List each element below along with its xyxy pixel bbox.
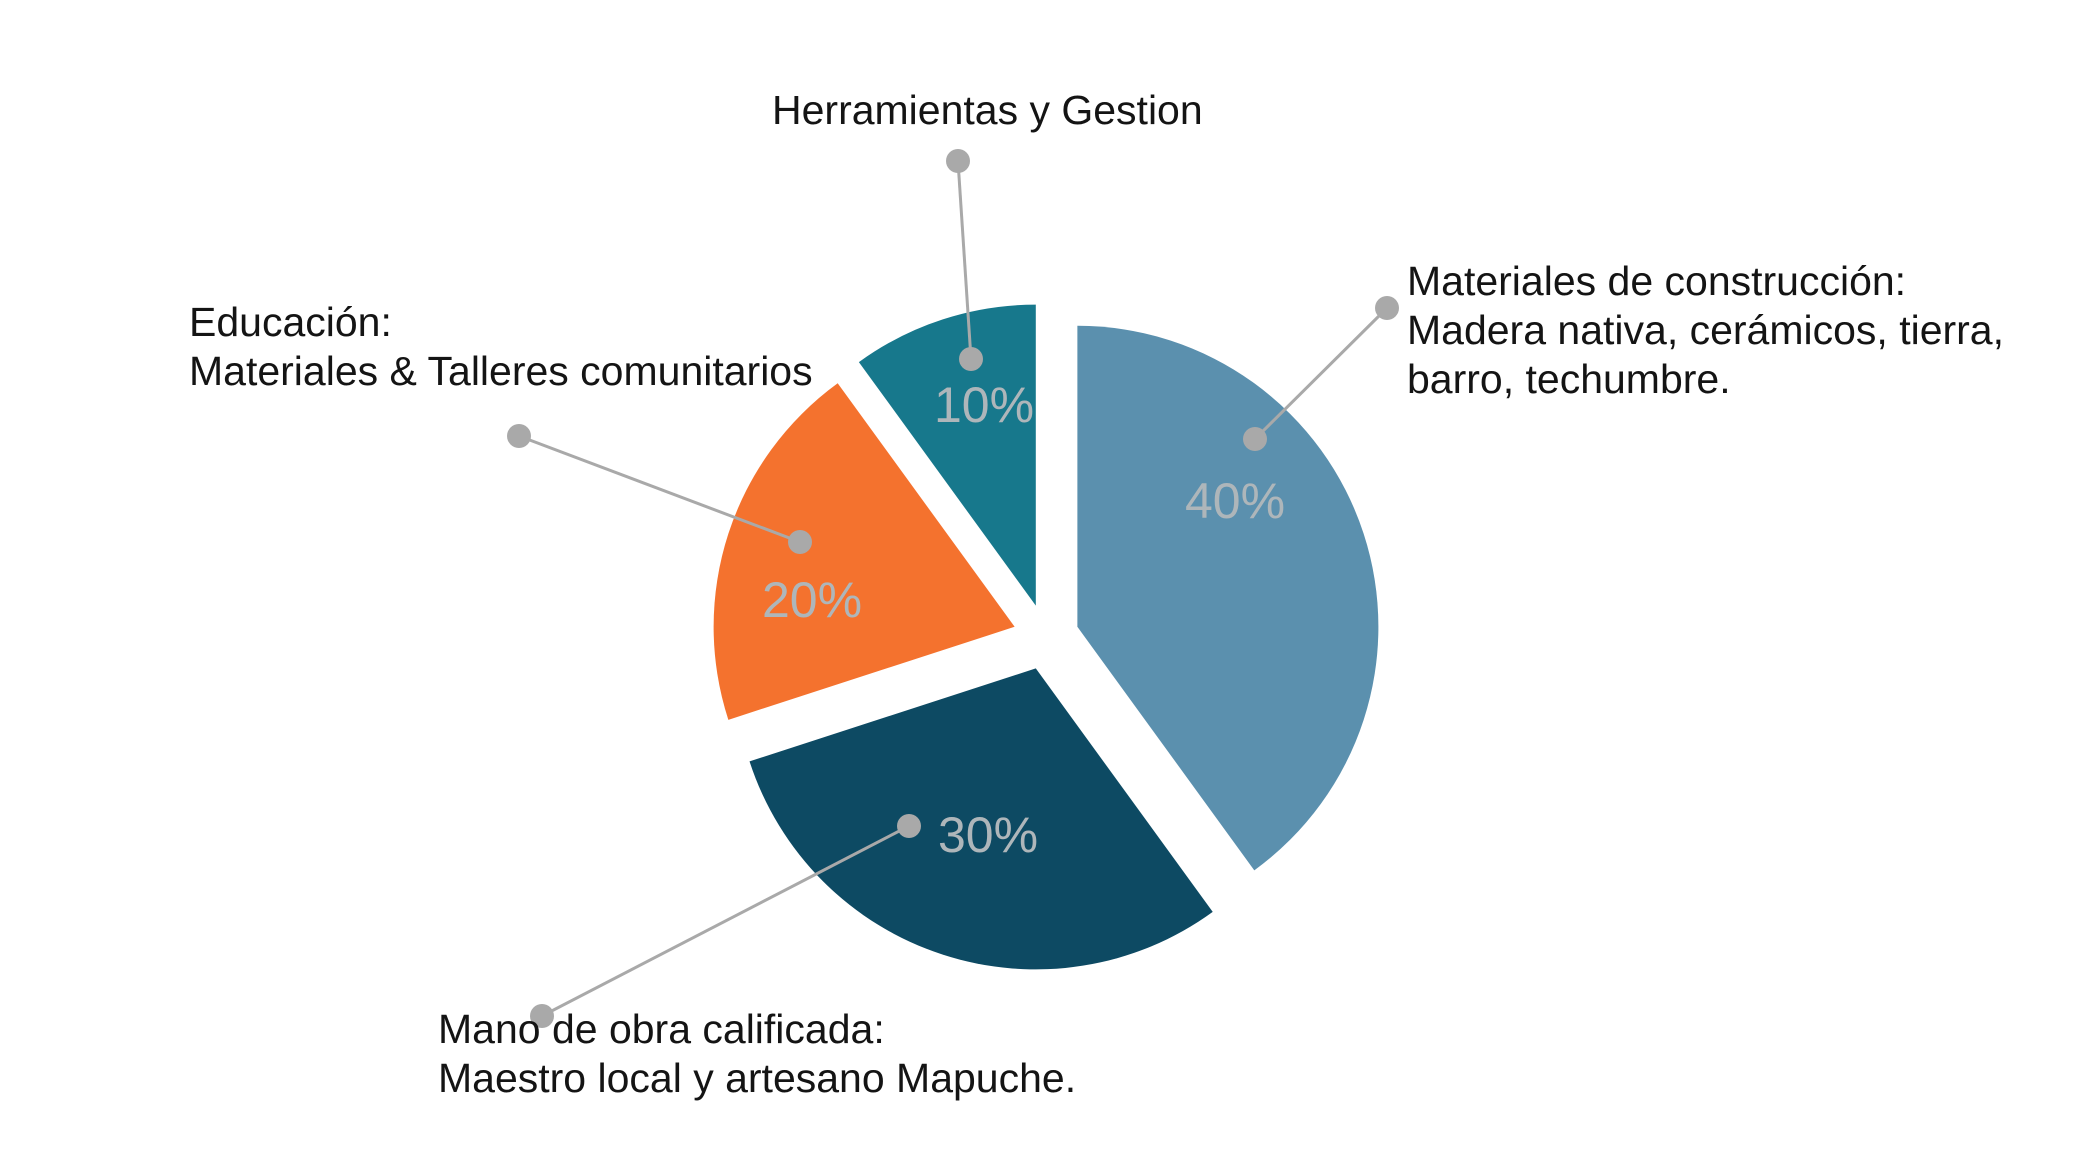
svg-text:40%: 40% [1185,473,1285,529]
svg-text:30%: 30% [938,807,1038,863]
svg-text:10%: 10% [934,377,1034,433]
svg-text:20%: 20% [762,572,862,628]
